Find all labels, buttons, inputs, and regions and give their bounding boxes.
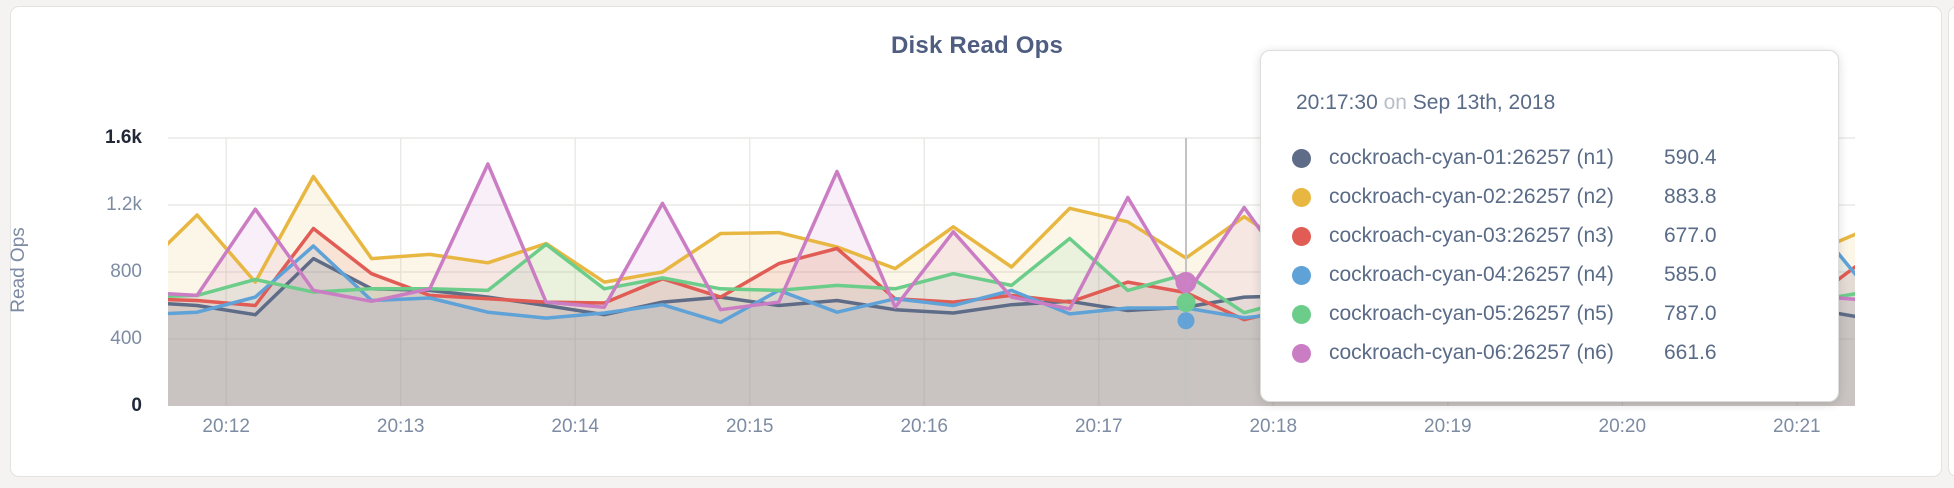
tooltip-row: cockroach-cyan-01:26257 (n1) 590.4 bbox=[1261, 139, 1838, 178]
x-tick-label: 20:17 bbox=[1074, 416, 1123, 437]
series-color-dot-icon bbox=[1292, 227, 1311, 246]
tooltip-series-value: 585.0 bbox=[1664, 263, 1717, 286]
tooltip-on-word: on bbox=[1383, 91, 1407, 114]
tooltip-row: cockroach-cyan-04:26257 (n4) 585.0 bbox=[1261, 256, 1838, 295]
x-tick-label: 20:15 bbox=[725, 416, 774, 437]
tooltip-row: cockroach-cyan-05:26257 (n5) 787.0 bbox=[1261, 295, 1838, 334]
x-tick-label: 20:20 bbox=[1598, 416, 1647, 437]
tooltip-header: 20:17:30 on Sep 13th, 2018 bbox=[1296, 91, 1555, 115]
series-color-dot-icon bbox=[1292, 266, 1311, 285]
hover-dot bbox=[1177, 312, 1195, 330]
y-tick-label: 400 bbox=[110, 328, 142, 349]
tooltip-series-value: 661.6 bbox=[1664, 341, 1717, 364]
hover-dot bbox=[1176, 293, 1196, 313]
x-tick-label: 20:13 bbox=[376, 416, 425, 437]
tooltip-series-name: cockroach-cyan-01:26257 (n1) bbox=[1329, 146, 1614, 169]
tooltip-date: Sep 13th, 2018 bbox=[1412, 91, 1556, 114]
x-tick-label: 20:16 bbox=[900, 416, 948, 437]
tooltip-series-name: cockroach-cyan-06:26257 (n6) bbox=[1329, 341, 1614, 364]
series-color-dot-icon bbox=[1292, 305, 1311, 324]
y-tick-label: 1.6k bbox=[105, 127, 142, 148]
tooltip-legend: cockroach-cyan-01:26257 (n1) 590.4 cockroa… bbox=[1261, 139, 1838, 373]
tooltip-series-value: 590.4 bbox=[1664, 146, 1717, 169]
tooltip-series-name: cockroach-cyan-05:26257 (n5) bbox=[1329, 302, 1614, 325]
x-tick-label: 20:14 bbox=[551, 416, 599, 437]
tooltip-series-name: cockroach-cyan-04:26257 (n4) bbox=[1329, 263, 1614, 286]
tooltip-series-value: 787.0 bbox=[1664, 302, 1717, 325]
series-color-dot-icon bbox=[1292, 188, 1311, 207]
hover-dots bbox=[1175, 271, 1197, 330]
series-color-dot-icon bbox=[1292, 149, 1311, 168]
tooltip-time: 20:17:30 bbox=[1296, 91, 1378, 114]
hover-dot bbox=[1175, 271, 1197, 293]
tooltip-series-name: cockroach-cyan-03:26257 (n3) bbox=[1329, 224, 1614, 247]
x-tick-label: 20:19 bbox=[1424, 416, 1472, 437]
y-tick-label: 1.2k bbox=[106, 194, 142, 215]
series-color-dot-icon bbox=[1292, 344, 1311, 363]
tooltip-series-value: 883.8 bbox=[1664, 185, 1717, 208]
tooltip-series-name: cockroach-cyan-02:26257 (n2) bbox=[1329, 185, 1614, 208]
tooltip-series-value: 677.0 bbox=[1664, 224, 1717, 247]
page-title: Disk Read Ops bbox=[891, 32, 1063, 59]
tooltip-row: cockroach-cyan-02:26257 (n2) 883.8 bbox=[1261, 178, 1838, 217]
x-tick-label: 20:21 bbox=[1773, 416, 1821, 437]
hover-tooltip: 20:17:30 on Sep 13th, 2018 cockroach-cya… bbox=[1260, 50, 1839, 402]
tooltip-row: cockroach-cyan-06:26257 (n6) 661.6 bbox=[1261, 334, 1838, 373]
x-tick-label: 20:18 bbox=[1249, 416, 1298, 437]
y-tick-label: 800 bbox=[110, 261, 142, 282]
x-tick-label: 20:12 bbox=[202, 416, 250, 437]
tooltip-row: cockroach-cyan-03:26257 (n3) 677.0 bbox=[1261, 217, 1838, 256]
y-tick-label: 0 bbox=[131, 395, 142, 416]
